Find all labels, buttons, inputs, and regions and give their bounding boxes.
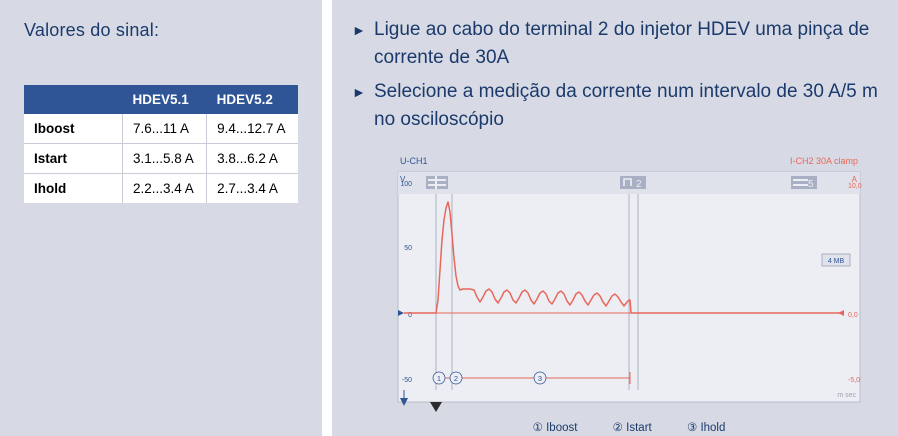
channel-label-ich2: I-CH2 30A clamp: [790, 156, 858, 166]
table-header-hdev52: HDEV5.2: [206, 85, 298, 114]
row-label-istart: Istart: [24, 143, 123, 174]
list-item: ► Ligue ao cabo do terminal 2 do injetor…: [348, 16, 884, 72]
timebase-label: m sec: [837, 392, 856, 399]
ch2-number-label: 5: [808, 179, 814, 190]
legend-item-ihold: ③ Ihold: [686, 422, 726, 434]
row-label-ihold: Ihold: [24, 173, 123, 203]
memory-badge[interactable]: [821, 253, 851, 267]
marker-2-circle: [449, 371, 463, 385]
table-header-row: HDEV5.1 HDEV5.2: [24, 85, 298, 114]
unit-label-volts: V: [400, 175, 406, 184]
marker-3-circle: [533, 371, 547, 385]
instruction-list: ► Ligue ao cabo do terminal 2 do injetor…: [348, 16, 884, 140]
cell-istart-hdev51: 3.1...5.8 A: [121, 143, 207, 174]
triangle-right-icon: ►: [352, 84, 366, 100]
table-header-hdev51: HDEV5.1: [122, 85, 207, 114]
signal-values-table: HDEV5.1 HDEV5.2 Iboost 7.6...11 A 9.4...…: [24, 85, 298, 203]
marker-2-label: 2: [454, 374, 458, 383]
trigger-channel-label: 2: [636, 179, 642, 190]
y-tick-minus50: -50: [402, 377, 412, 384]
signal-values-panel: Valores do sinal: HDEV5.1 HDEV5.2 Iboost…: [0, 0, 322, 436]
y2-tick-minus5: -5,0: [848, 377, 860, 384]
y2-tick-0: 0,0: [848, 312, 858, 319]
legend-item-iboost: ① Iboost: [532, 422, 578, 434]
cell-istart-hdev52: 3.8...6.2 A: [206, 143, 298, 174]
axis-arrow-down: [400, 398, 408, 406]
oscilloscope-screenshot: U-CH1 I-CH2 30A clamp V A 100 50 0 -50 1…: [370, 150, 888, 436]
table-header-corner: [24, 85, 123, 114]
list-item: ► Selecione a medição da corrente num in…: [348, 78, 884, 134]
table-row: Istart 3.1...5.8 A 3.8...6.2 A: [24, 143, 298, 174]
marker-1-label: 1: [437, 374, 441, 383]
unit-label-amps: A: [852, 175, 858, 184]
scope-legend: ① Iboost ② Istart ③ Ihold: [370, 420, 888, 434]
current-trace: [404, 201, 840, 314]
y2-tick-10: 10,0: [848, 183, 862, 190]
trigger-position-marker[interactable]: [430, 402, 442, 412]
row-label-iboost: Iboost: [24, 114, 123, 144]
marker-1-circle: [432, 371, 446, 385]
ch1-zero-marker: [398, 310, 404, 316]
y-tick-100: 100: [400, 181, 412, 188]
triangle-right-icon: ►: [352, 22, 366, 38]
legend-item-istart: ② Istart: [612, 422, 652, 434]
table-row: Iboost 7.6...11 A 9.4...12.7 A: [24, 114, 298, 144]
cell-iboost-hdev52: 9.4...12.7 A: [206, 114, 298, 144]
table-row: Ihold 2.2...3.4 A 2.7...3.4 A: [24, 173, 298, 203]
marker-3-label: 3: [538, 374, 542, 383]
cell-iboost-hdev51: 7.6...11 A: [121, 114, 207, 144]
trigger-glyph: [623, 178, 632, 186]
ch2-zero-marker: [838, 310, 844, 316]
instruction-text-1: Ligue ao cabo do terminal 2 do injetor H…: [374, 19, 870, 68]
page-title: Valores do sinal:: [24, 20, 160, 40]
instruction-text-2: Selecione a medição da corrente num inte…: [374, 81, 878, 130]
cell-ihold-hdev52: 2.7...3.4 A: [206, 173, 298, 203]
cell-ihold-hdev51: 2.2...3.4 A: [121, 173, 207, 203]
y-tick-50: 50: [404, 245, 412, 252]
memory-badge-label: 4 MB: [828, 258, 845, 265]
y-tick-0: 0: [408, 312, 412, 319]
oscilloscope-svg: U-CH1 I-CH2 30A clamp V A 100 50 0 -50 1…: [370, 150, 888, 436]
channel-label-uch1: U-CH1: [400, 156, 428, 166]
panel-divider: [322, 0, 332, 436]
